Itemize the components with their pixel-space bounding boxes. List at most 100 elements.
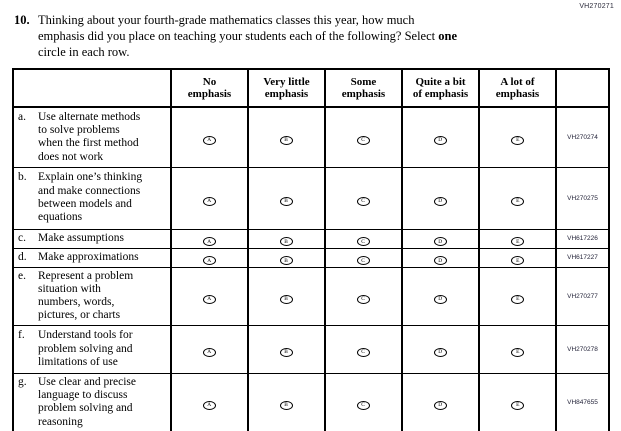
answer-bubble[interactable]: C [357,196,370,206]
option-cell: D [401,324,480,374]
bubble-letter: C [361,349,366,356]
item-letter: c. [18,231,26,244]
answer-bubble[interactable]: E [511,294,524,304]
answer-bubble[interactable]: C [357,347,370,357]
item-stem-cell: a. Use alternate methods to solve proble… [12,106,172,168]
bubble-letter: A [207,238,212,245]
bubble-letter: B [284,402,289,409]
item-code: VH617226 [555,228,610,249]
bubble-letter: D [438,238,443,245]
option-cell: B [247,324,326,374]
answer-bubble[interactable]: D [434,237,447,246]
answer-bubble[interactable]: A [203,294,216,304]
answer-bubble[interactable]: D [434,294,447,304]
table-row: g. Use clear and precise language to dis… [12,372,610,431]
answer-bubble[interactable]: A [203,196,216,206]
answer-bubble[interactable]: A [203,237,216,246]
bubble-letter: D [438,257,443,264]
answer-bubble[interactable]: A [203,135,216,145]
bubble-letter: C [361,402,366,409]
answer-bubble[interactable]: E [511,256,524,265]
bubble-letter: A [207,257,212,264]
answer-bubble[interactable]: B [280,347,293,357]
answer-bubble[interactable]: D [434,135,447,145]
question-text-bold: one [438,28,457,43]
item-text: Understand tools for problem solving and… [38,329,133,368]
item-stem-cell: g. Use clear and precise language to dis… [12,372,172,431]
item-letter: b. [18,171,27,184]
table-row: d. Make approximations A B C D E VH617227 [12,247,610,268]
option-cell: C [324,247,403,268]
option-cell: B [247,247,326,268]
option-cell: D [401,247,480,268]
option-cell: C [324,166,403,230]
answer-bubble[interactable]: B [280,256,293,265]
bubble-letter: C [361,238,366,245]
bubble-letter: D [438,349,443,356]
item-letter: d. [18,250,27,263]
answer-bubble[interactable]: B [280,196,293,206]
answer-bubble[interactable]: B [280,237,293,246]
table-row: f. Understand tools for problem solving … [12,324,610,374]
item-letter: g. [18,375,27,388]
bubble-letter: B [284,137,289,143]
answer-bubble[interactable]: D [434,347,447,357]
answer-bubble[interactable]: A [203,400,216,410]
stem-header [12,68,172,108]
answer-bubble[interactable]: E [511,347,524,357]
option-cell: C [324,106,403,168]
answer-bubble[interactable]: C [357,237,370,246]
answer-bubble[interactable]: B [280,135,293,145]
answer-bubble[interactable]: A [203,256,216,265]
bubble-letter: B [284,198,289,204]
item-stem-cell: f. Understand tools for problem solving … [12,324,172,374]
bubble-letter: D [438,137,443,143]
option-cell: C [324,228,403,249]
answer-bubble[interactable]: A [203,347,216,357]
answer-bubble[interactable]: E [511,400,524,410]
option-cell: E [478,106,557,168]
answer-bubble[interactable]: E [511,196,524,206]
option-cell: D [401,228,480,249]
option-cell: B [247,266,326,326]
option-cell: A [170,166,249,230]
answer-bubble[interactable]: C [357,256,370,265]
item-text: Make assumptions [38,231,124,244]
answer-bubble[interactable]: B [280,400,293,410]
answer-bubble[interactable]: B [280,294,293,304]
question-text-part1: Thinking about your fourth-grade mathema… [38,13,436,43]
answer-bubble[interactable]: D [434,196,447,206]
bubble-letter: B [284,257,289,264]
option-cell: C [324,372,403,431]
item-letter: f. [18,329,25,342]
option-cell: D [401,266,480,326]
item-code: VH847655 [555,372,610,431]
answer-bubble[interactable]: D [434,400,447,410]
bubble-letter: C [361,137,366,143]
bubble-letter: C [361,296,366,302]
answer-bubble[interactable]: C [357,294,370,304]
bubble-letter: B [284,238,289,245]
item-stem-cell: b. Explain one’s thinking and make conne… [12,166,172,230]
column-header-some: Some emphasis [324,68,403,108]
option-cell: D [401,106,480,168]
option-cell: A [170,266,249,326]
answer-bubble[interactable]: D [434,256,447,265]
option-cell: D [401,372,480,431]
column-header-quite-a-bit: Quite a bit of emphasis [401,68,480,108]
option-cell: E [478,372,557,431]
question-number: 10. [14,13,30,27]
item-text: Represent a problem situation with numbe… [38,269,134,322]
bubble-letter: D [438,402,443,409]
item-text: Make approximations [38,250,139,263]
option-cell: D [401,166,480,230]
answer-bubble[interactable]: E [511,135,524,145]
answer-bubble[interactable]: E [511,237,524,246]
option-cell: A [170,247,249,268]
item-letter: e. [18,269,26,282]
answer-bubble[interactable]: C [357,400,370,410]
answer-bubble[interactable]: C [357,135,370,145]
table-row: a. Use alternate methods to solve proble… [12,106,610,168]
bubble-letter: C [361,257,366,264]
